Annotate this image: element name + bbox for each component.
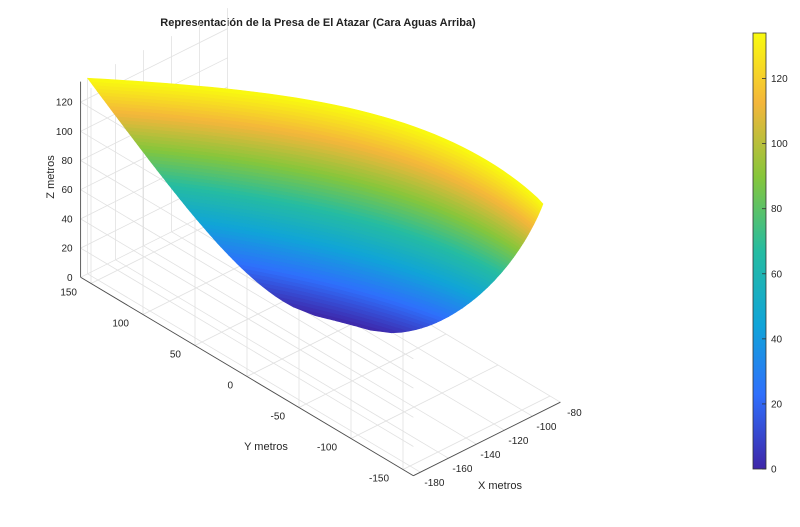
z-tick-label: 60 [61,185,73,196]
surface-band [86,77,544,207]
y-tick-label: -150 [369,474,389,485]
grid-line [171,231,505,431]
grid-line [402,395,551,470]
z-tick-label: 40 [61,214,73,225]
chart-title: Representación de la Presa de El Atazar … [160,17,476,29]
colorbar-ticks: 0 20 40 60 80 100 120 [762,74,788,476]
y-tick-label: 150 [60,288,77,299]
grid-line [143,245,477,445]
colorbar-tick-label: 60 [771,269,783,280]
x-tick-label: -180 [424,478,444,489]
y-tick-label: -100 [317,443,337,454]
z-tick-label: 20 [61,244,73,255]
z-tick-label: 120 [56,98,73,109]
y-axis-line [80,276,414,477]
grid-line [298,333,447,408]
x-tick-label: -120 [508,436,528,447]
axis-box [80,81,561,477]
z-tick-label: 100 [56,127,73,138]
z-tick-label: 0 [67,273,73,284]
x-axis-label: X metros [478,480,523,492]
axes-3d: 0 20 40 60 80 100 120 -150 -100 -50 0 50 100 150 -18… [56,8,582,489]
colorbar-tick-label: 100 [771,139,788,150]
colorbar-tick-label: 20 [771,399,783,410]
grid-line [87,273,421,473]
x-tick-label: -100 [536,422,556,433]
colorbar-bar [752,32,767,470]
x-axis-line [413,401,561,477]
y-tick-label: 0 [227,381,233,392]
y-tick-label: 100 [112,319,129,330]
z-tick-label: 80 [61,156,73,167]
grid-line [350,364,499,439]
y-tick-label: -50 [271,412,286,423]
x-axis-ticks: -180 -160 -140 -120 -100 -80 [424,408,582,489]
colorbar-tick-label: 120 [771,74,788,85]
colorbar-tick-label: 80 [771,204,783,215]
y-axis-ticks: -150 -100 -50 0 50 100 150 [60,288,389,485]
y-tick-label: 50 [170,350,182,361]
x-tick-label: -160 [452,464,472,475]
colorbar: 0 20 40 60 80 100 120 [752,32,788,476]
y-axis-label: Y metros [244,441,288,453]
z-axis-ticks: 0 20 40 60 80 100 120 [56,98,73,284]
dam-surface [86,77,544,334]
z-axis-label: Z metros [45,155,57,199]
x-tick-label: -140 [480,450,500,461]
x-tick-label: -80 [567,408,582,419]
colorbar-tick-label: 0 [771,465,777,476]
colorbar-tick-label: 40 [771,334,783,345]
grid-line [115,259,449,459]
